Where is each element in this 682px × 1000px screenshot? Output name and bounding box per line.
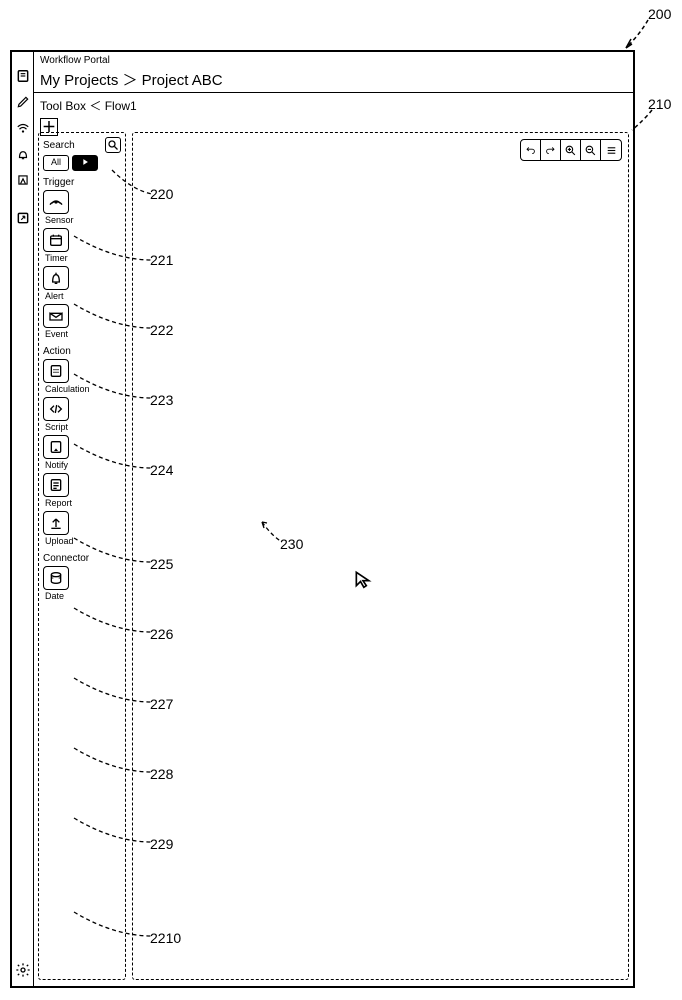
redo-button[interactable] bbox=[541, 140, 561, 160]
menu-button[interactable] bbox=[601, 140, 621, 160]
cursor-icon bbox=[353, 569, 373, 592]
rail-bell-icon[interactable] bbox=[15, 146, 31, 162]
sensor-icon bbox=[43, 190, 69, 214]
filter-dark-button[interactable] bbox=[72, 155, 98, 171]
portal-title: Workflow Portal bbox=[34, 52, 633, 67]
timer-icon bbox=[43, 228, 69, 252]
item-alert[interactable]: Alert bbox=[39, 264, 125, 302]
ref-224-leader bbox=[72, 442, 156, 476]
report-label: Report bbox=[43, 497, 121, 508]
ref-220-leader bbox=[110, 168, 156, 202]
canvas-controls bbox=[520, 139, 622, 161]
item-report[interactable]: Report bbox=[39, 471, 125, 509]
script-icon bbox=[43, 397, 69, 421]
ref-223-leader bbox=[72, 372, 156, 406]
ref-230-leader bbox=[258, 518, 288, 548]
rail-expand-icon[interactable] bbox=[15, 210, 31, 226]
ref-228-leader bbox=[72, 746, 156, 780]
date-icon bbox=[43, 566, 69, 590]
zoom-in-button[interactable] bbox=[561, 140, 581, 160]
ref-210-leader bbox=[628, 106, 658, 136]
ref-200-leader bbox=[620, 14, 656, 54]
rail-doc-icon[interactable] bbox=[15, 68, 31, 84]
upload-icon bbox=[43, 511, 69, 535]
alert-label: Alert bbox=[43, 290, 121, 301]
alert-icon bbox=[43, 266, 69, 290]
search-label: Search bbox=[43, 140, 105, 151]
undo-button[interactable] bbox=[521, 140, 541, 160]
toolbox-label: Tool Box ＜ Flow1 bbox=[34, 93, 633, 116]
search-row: Search bbox=[39, 133, 125, 155]
ref-227-leader bbox=[72, 676, 156, 710]
breadcrumb[interactable]: My Projects ＞ Project ABC bbox=[34, 67, 633, 93]
event-icon bbox=[43, 304, 69, 328]
rail-edit-icon[interactable] bbox=[15, 94, 31, 110]
ref-2210-leader bbox=[72, 910, 156, 944]
canvas-panel[interactable] bbox=[132, 132, 629, 980]
ref-229-leader bbox=[72, 816, 156, 850]
filter-all-button[interactable]: All bbox=[43, 155, 69, 171]
calculation-icon bbox=[43, 359, 69, 383]
search-button[interactable] bbox=[105, 137, 121, 153]
ref-226-leader bbox=[72, 606, 156, 640]
sensor-label: Sensor bbox=[43, 214, 121, 225]
left-rail bbox=[12, 52, 34, 986]
date-label: Date bbox=[43, 590, 121, 601]
ref-222-leader bbox=[72, 302, 156, 336]
section-action-label: Action bbox=[39, 346, 125, 357]
rail-wifi-icon[interactable] bbox=[15, 120, 31, 136]
notify-icon bbox=[43, 435, 69, 459]
report-icon bbox=[43, 473, 69, 497]
script-label: Script bbox=[43, 421, 121, 432]
ref-221-leader bbox=[72, 234, 156, 268]
zoom-out-button[interactable] bbox=[581, 140, 601, 160]
ref-225-leader bbox=[72, 536, 156, 570]
rail-settings-icon[interactable] bbox=[15, 962, 31, 978]
rail-action-icon[interactable] bbox=[15, 172, 31, 188]
